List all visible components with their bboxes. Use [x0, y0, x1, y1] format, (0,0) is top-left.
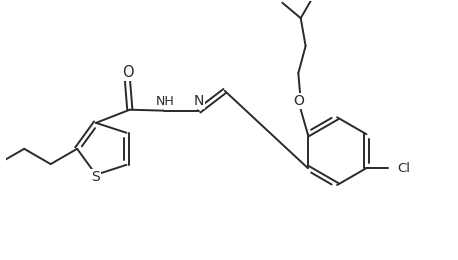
- Text: O: O: [294, 94, 304, 108]
- Text: S: S: [92, 170, 100, 184]
- Text: NH: NH: [156, 95, 174, 108]
- Text: N: N: [194, 94, 204, 108]
- Text: O: O: [122, 65, 133, 80]
- Text: Cl: Cl: [397, 161, 410, 174]
